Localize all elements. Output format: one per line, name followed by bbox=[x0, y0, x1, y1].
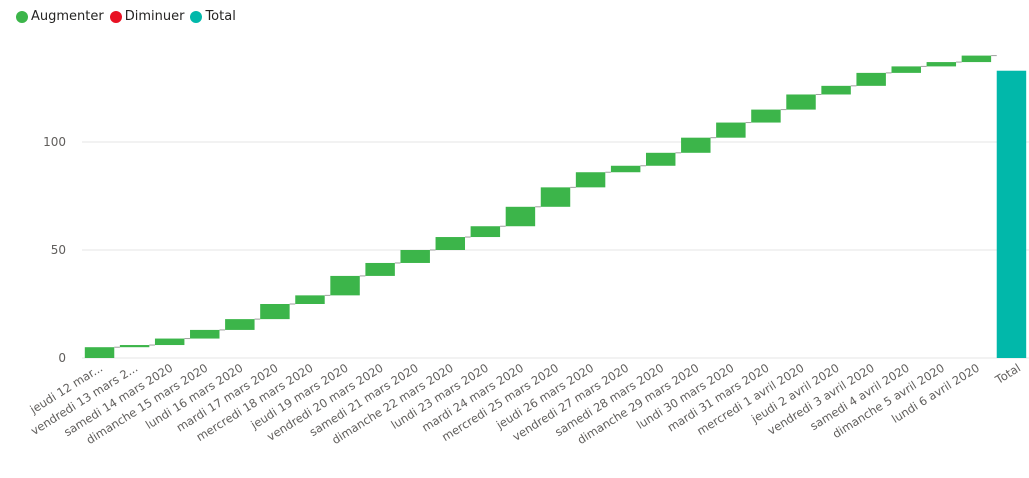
waterfall-bar[interactable] bbox=[84, 347, 115, 358]
waterfall-bar[interactable] bbox=[926, 62, 957, 67]
waterfall-bar[interactable] bbox=[505, 206, 536, 227]
waterfall-bar[interactable] bbox=[681, 137, 711, 153]
waterfall-bar[interactable] bbox=[821, 85, 851, 95]
y-tick-label: 50 bbox=[51, 243, 66, 257]
legend-label-diminuer: Diminuer bbox=[124, 9, 185, 24]
y-tick-label: 0 bbox=[58, 351, 66, 365]
waterfall-bar[interactable] bbox=[400, 250, 430, 263]
legend-dot-total bbox=[190, 10, 203, 23]
y-tick-label: 100 bbox=[43, 135, 66, 149]
waterfall-bar[interactable] bbox=[856, 72, 886, 86]
waterfall-bar[interactable] bbox=[295, 295, 325, 304]
legend-dot-augmenter bbox=[16, 10, 28, 23]
legend: Augmenter Diminuer Total bbox=[16, 9, 242, 24]
waterfall-bar[interactable] bbox=[716, 122, 746, 138]
waterfall-bar[interactable] bbox=[751, 109, 781, 123]
legend-item-diminuer[interactable]: Diminuer bbox=[109, 9, 185, 24]
waterfall-bar[interactable] bbox=[575, 172, 606, 188]
waterfall-bar[interactable] bbox=[540, 187, 571, 207]
legend-dot-diminuer bbox=[109, 10, 122, 23]
waterfall-bar[interactable] bbox=[645, 152, 676, 166]
waterfall-bar[interactable] bbox=[365, 262, 395, 276]
legend-label-total: Total bbox=[205, 9, 236, 24]
waterfall-bar[interactable] bbox=[961, 55, 992, 63]
legend-item-augmenter[interactable]: Augmenter bbox=[16, 9, 104, 24]
waterfall-bar[interactable] bbox=[786, 94, 816, 110]
waterfall-bar[interactable] bbox=[330, 275, 360, 296]
legend-item-total[interactable]: Total bbox=[190, 9, 236, 24]
waterfall-bar[interactable] bbox=[260, 304, 290, 320]
waterfall-bar[interactable] bbox=[470, 226, 501, 238]
total-bar[interactable] bbox=[996, 70, 1027, 358]
waterfall-bar[interactable] bbox=[891, 66, 921, 73]
waterfall-bar[interactable] bbox=[154, 338, 185, 346]
legend-label-augmenter: Augmenter bbox=[31, 9, 104, 24]
x-category-label: Total bbox=[992, 361, 1023, 388]
waterfall-bar[interactable] bbox=[225, 319, 255, 330]
waterfall-bar[interactable] bbox=[610, 165, 641, 173]
waterfall-bar[interactable] bbox=[190, 329, 220, 339]
waterfall-bar[interactable] bbox=[119, 345, 150, 348]
waterfall-bar[interactable] bbox=[435, 237, 466, 250]
